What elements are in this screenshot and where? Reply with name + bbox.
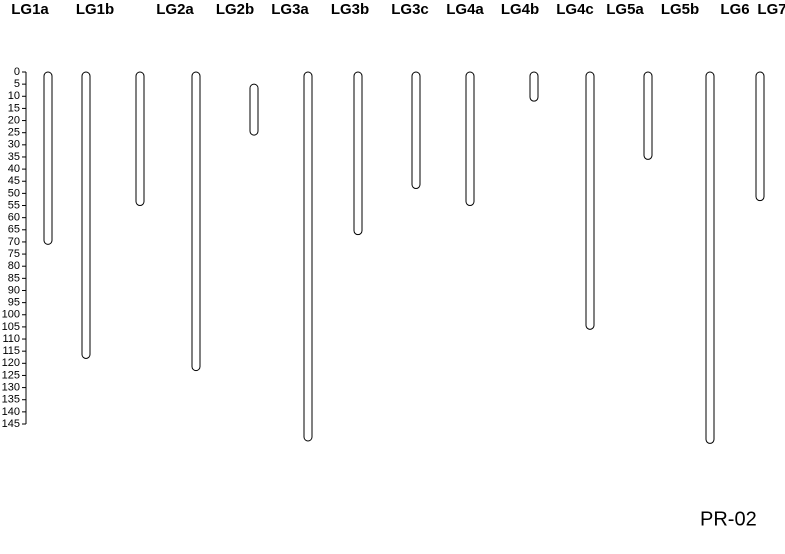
linkage-group-bar (191, 71, 201, 372)
y-tick-label: 45 (8, 175, 20, 187)
y-tick-label: 60 (8, 212, 20, 224)
group-label: LG7 (757, 1, 785, 18)
y-tick-label: 75 (8, 248, 20, 260)
linkage-group-bar (755, 71, 765, 202)
group-label: LG5b (661, 1, 699, 18)
linkage-group-bar (465, 71, 475, 207)
group-label: LG2b (216, 1, 254, 18)
linkage-group-bar (705, 71, 715, 444)
y-tick-label: 15 (8, 102, 20, 114)
y-tick-label: 0 (14, 66, 20, 78)
y-tick-label: 105 (2, 321, 20, 333)
group-label: LG6 (720, 1, 749, 18)
y-tick-label: 25 (8, 127, 20, 139)
y-tick-label: 55 (8, 199, 20, 211)
group-label: LG4c (556, 1, 594, 18)
y-tick-label: 110 (2, 333, 20, 345)
group-label: LG4a (446, 1, 484, 18)
map-label: PR-02 (700, 508, 757, 530)
group-label: LG5a (606, 1, 644, 18)
linkage-group-bar (135, 71, 145, 207)
y-tick-label: 100 (2, 309, 20, 321)
y-tick-label: 70 (8, 236, 20, 248)
y-tick-label: 80 (8, 260, 20, 272)
y-tick-label: 120 (2, 357, 20, 369)
linkage-group-bar (303, 71, 313, 442)
y-tick-label: 85 (8, 272, 20, 284)
linkage-group-bar (529, 71, 539, 102)
y-tick-label: 20 (8, 114, 20, 126)
y-tick-label: 135 (2, 394, 20, 406)
y-tick-label: 95 (8, 297, 20, 309)
y-tick-label: 90 (8, 284, 20, 296)
linkage-group-bar (585, 71, 595, 330)
y-tick-label: 40 (8, 163, 20, 175)
y-tick-label: 145 (2, 418, 20, 430)
y-tick-label: 5 (14, 78, 20, 90)
group-label: LG1b (76, 1, 114, 18)
linkage-group-bar (643, 71, 653, 160)
y-tick-label: 30 (8, 139, 20, 151)
y-tick-label: 125 (2, 369, 20, 381)
y-tick-label: 65 (8, 224, 20, 236)
y-tick-label: 10 (8, 90, 20, 102)
y-tick-label: 50 (8, 187, 20, 199)
group-label: LG4b (501, 1, 539, 18)
group-label: LG3b (331, 1, 369, 18)
group-label: LG2a (156, 1, 194, 18)
linkage-group-bar (411, 71, 421, 190)
linkage-group-bar (353, 71, 363, 236)
linkage-group-bar (43, 71, 53, 245)
y-tick-label: 140 (2, 406, 20, 418)
linkage-group-bar (249, 83, 259, 136)
group-label: LG3a (271, 1, 309, 18)
group-label: LG1a (11, 1, 49, 18)
y-tick-label: 35 (8, 151, 20, 163)
group-label: LG3c (391, 1, 429, 18)
y-tick-label: 115 (2, 345, 20, 357)
linkage-group-bar (81, 71, 91, 359)
y-tick-label: 130 (2, 381, 20, 393)
